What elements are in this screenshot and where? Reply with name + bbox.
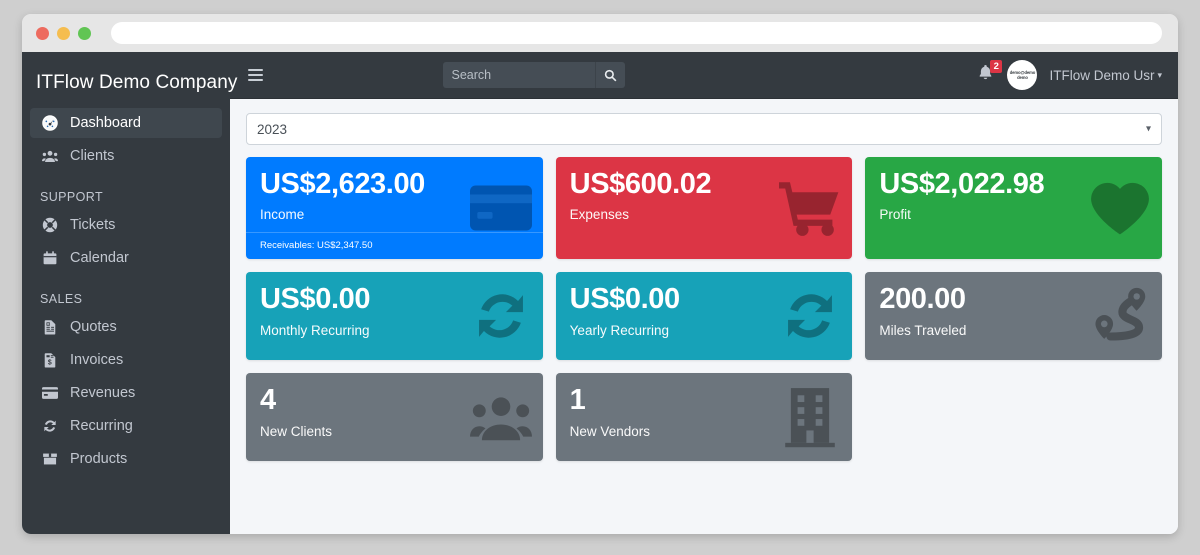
- sidebar-heading-support: SUPPORT: [40, 190, 103, 204]
- sidebar-item-label: Calendar: [70, 250, 129, 266]
- sidebar-item-tickets[interactable]: Tickets: [30, 210, 222, 240]
- brand-title: ITFlow Demo Company: [36, 72, 238, 93]
- year-select[interactable]: 2023: [246, 113, 1162, 145]
- stat-card-monthly-recurring[interactable]: US$0.00 Monthly Recurring: [246, 272, 543, 361]
- sidebar-item-invoices[interactable]: $ Invoices: [30, 345, 222, 375]
- svg-text:$: $: [48, 359, 52, 366]
- user-name-label: ITFlow Demo Usr: [1049, 67, 1155, 83]
- sidebar-item-label: Clients: [70, 148, 115, 164]
- card-label: Profit: [879, 207, 911, 223]
- card-spacer: [865, 373, 1162, 461]
- caret-down-icon: ▾: [1157, 69, 1162, 80]
- card-value: US$0.00: [569, 283, 680, 316]
- browser-window: ITFlow Demo Company Dashboard Clients SUPP…: [22, 14, 1178, 534]
- sidebar-heading-sales: SALES: [40, 292, 83, 306]
- search-bar: [443, 62, 626, 88]
- app-viewport: ITFlow Demo Company Dashboard Clients SUPP…: [22, 52, 1178, 534]
- box-icon: [38, 451, 62, 467]
- content-column: 2 demo@demo demo ITFlow Demo Usr ▾ 2023 …: [230, 52, 1178, 534]
- sidebar-item-label: Revenues: [70, 385, 136, 401]
- stat-cards-area: US$2,623.00 Income Receivables: US$2,347.5…: [246, 157, 1163, 462]
- sidebar-item-recurring[interactable]: Recurring: [30, 411, 222, 441]
- user-menu[interactable]: ITFlow Demo Usr ▾: [1049, 68, 1162, 83]
- sidebar-item-label: Tickets: [70, 217, 116, 233]
- stat-card-row: US$0.00 Monthly Recurring US$0.00 Yearly Re…: [246, 272, 1163, 361]
- card-label: Yearly Recurring: [569, 322, 669, 338]
- sidebar-item-label: Dashboard: [70, 115, 141, 131]
- card-value: US$600.02: [569, 168, 712, 200]
- card-label: New Clients: [260, 423, 333, 439]
- card-body: US$2,022.98 Profit: [865, 157, 1162, 231]
- avatar-line-2: demo: [1017, 75, 1028, 80]
- sidebar-item-dashboard[interactable]: Dashboard: [30, 108, 222, 138]
- card-body: 200.00 Miles Traveled: [865, 272, 1162, 346]
- stat-card-new-clients[interactable]: 4 New Clients: [246, 373, 543, 462]
- sidebar-item-clients[interactable]: Clients: [30, 141, 222, 171]
- search-input[interactable]: [443, 62, 596, 88]
- sidebar-item-label: Quotes: [70, 319, 117, 335]
- card-body: US$2,623.00 Income: [246, 157, 543, 226]
- window-minimize-button[interactable]: [57, 26, 70, 40]
- card-label: Expenses: [569, 207, 629, 223]
- credit-card-icon: [38, 385, 62, 401]
- url-input[interactable]: [111, 22, 1162, 44]
- stat-card-yearly-recurring[interactable]: US$0.00 Yearly Recurring: [555, 272, 853, 361]
- gauge-icon: [38, 115, 62, 131]
- sync-icon: [38, 418, 62, 434]
- card-value: US$0.00: [260, 283, 371, 316]
- stat-card-row: 4 New Clients 1 New Vendors: [246, 373, 1162, 462]
- sidebar-item-label: Recurring: [70, 418, 133, 434]
- sidebar-nav: Dashboard Clients SUPPORT Tickets Calendar SA…: [22, 108, 230, 474]
- card-label: Monthly Recurring: [260, 322, 370, 338]
- search-icon: [605, 69, 617, 81]
- stat-card-profit[interactable]: US$2,022.98 Profit: [865, 157, 1163, 260]
- card-body: 1 New Vendors: [556, 373, 853, 447]
- avatar[interactable]: demo@demo demo: [1007, 60, 1038, 90]
- card-label: New Vendors: [569, 423, 650, 439]
- sidebar-item-quotes[interactable]: Quotes: [30, 312, 222, 342]
- notifications-button[interactable]: 2: [976, 59, 1003, 88]
- card-body: US$600.02 Expenses: [556, 157, 853, 231]
- year-filter: 2023 ▾: [246, 113, 1162, 145]
- stat-card-expenses[interactable]: US$600.02 Expenses: [555, 157, 853, 260]
- navbar-right: 2 demo@demo demo ITFlow Demo Usr ▾: [976, 59, 1162, 90]
- bell-icon: [980, 64, 992, 79]
- avatar-line-1: demo@demo: [1009, 69, 1036, 75]
- card-body: US$0.00 Monthly Recurring: [246, 272, 543, 346]
- sidebar: ITFlow Demo Company Dashboard Clients SUPP…: [22, 52, 238, 534]
- card-value: 4: [260, 384, 276, 417]
- card-value: US$2,022.98: [879, 168, 1045, 200]
- card-body: 4 New Clients: [246, 373, 543, 447]
- card-label: Miles Traveled: [879, 322, 967, 338]
- sidebar-item-calendar[interactable]: Calendar: [30, 243, 222, 273]
- top-navbar: 2 demo@demo demo ITFlow Demo Usr ▾: [230, 52, 1178, 99]
- file-invoice-dollar-icon: $: [38, 352, 62, 368]
- search-button[interactable]: [595, 62, 626, 88]
- main-content: 2023 ▾ US$2,623.00 Income Receivables: US$…: [230, 99, 1178, 534]
- card-value: 1: [569, 384, 586, 417]
- sidebar-item-label: Products: [70, 451, 128, 467]
- sidebar-item-products[interactable]: Products: [30, 444, 222, 474]
- file-invoice-icon: [38, 319, 62, 335]
- sidebar-item-label: Invoices: [70, 352, 124, 368]
- card-body: US$0.00 Yearly Recurring: [556, 272, 853, 346]
- card-value: US$2,623.00: [260, 168, 425, 200]
- stat-card-row: US$2,623.00 Income Receivables: US$2,347.5…: [246, 157, 1163, 260]
- hamburger-icon[interactable]: [242, 62, 268, 88]
- stat-card-miles-traveled[interactable]: 200.00 Miles Traveled: [865, 272, 1163, 361]
- sidebar-item-revenues[interactable]: Revenues: [30, 378, 222, 408]
- card-label: Income: [260, 207, 305, 223]
- stat-card-new-vendors[interactable]: 1 New Vendors: [555, 373, 853, 462]
- users-icon: [38, 148, 62, 164]
- window-close-button[interactable]: [36, 26, 49, 40]
- window-maximize-button[interactable]: [78, 26, 91, 40]
- stat-card-income[interactable]: US$2,623.00 Income Receivables: US$2,347.5…: [246, 157, 543, 260]
- notification-badge: 2: [990, 59, 1003, 73]
- life-ring-icon: [38, 217, 62, 233]
- card-value: 200.00: [879, 283, 966, 316]
- browser-titlebar: [22, 14, 1178, 52]
- calendar-icon: [38, 250, 62, 266]
- card-footer: Receivables: US$2,347.50: [246, 232, 543, 259]
